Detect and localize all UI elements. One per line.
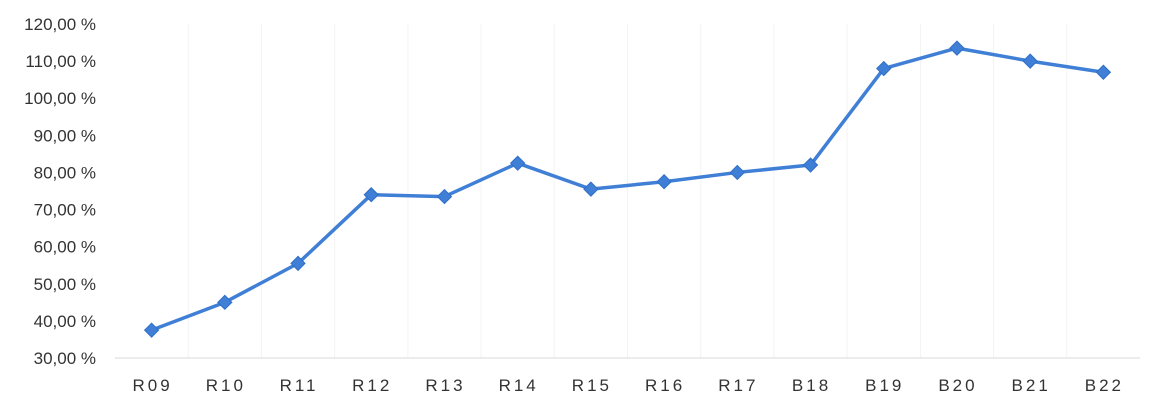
x-tick-label: R09 [133, 376, 173, 394]
data-point [656, 174, 672, 190]
y-tick-label: 50,00 % [34, 275, 96, 294]
data-point [876, 60, 892, 77]
y-axis-ticks: 30,00 % 40,00 % 50,00 % 60,00 % 70,00 % 80,00… [24, 15, 96, 368]
x-tick-label: R12 [352, 376, 392, 394]
series-line [149, 46, 1106, 332]
x-tick-label: B19 [865, 376, 904, 394]
x-tick-label: R10 [206, 376, 246, 394]
y-tick-label: 110,00 % [25, 52, 96, 71]
y-tick-label: 40,00 % [34, 312, 96, 331]
x-tick-label: R16 [645, 376, 685, 394]
y-tick-label: 90,00 % [34, 126, 96, 145]
x-tick-label: B21 [1012, 376, 1051, 394]
x-tick-label: B20 [938, 376, 977, 394]
data-point [363, 187, 379, 203]
data-point [583, 181, 599, 197]
data-point [1022, 53, 1038, 69]
data-point [949, 40, 965, 56]
x-tick-label: R15 [572, 376, 612, 394]
data-point [290, 255, 306, 272]
data-point [217, 294, 233, 311]
x-tick-label: R13 [425, 376, 465, 394]
x-tick-label: B22 [1085, 376, 1124, 394]
y-tick-label: 80,00 % [34, 163, 96, 182]
data-point [1095, 64, 1112, 80]
y-tick-label: 60,00 % [34, 238, 96, 257]
x-tick-label: B18 [792, 376, 831, 394]
data-point [802, 157, 819, 173]
x-tick-label: R11 [280, 376, 319, 394]
data-point [729, 164, 746, 181]
grid [187, 24, 1068, 358]
data-point [143, 322, 160, 338]
y-tick-label: 120,00 % [24, 15, 96, 34]
y-tick-label: 100,00 % [24, 89, 96, 108]
x-tick-label: R17 [718, 376, 758, 394]
data-point [509, 155, 526, 171]
series [143, 40, 1112, 338]
y-tick-label: 70,00 % [34, 201, 96, 220]
x-tick-label: R14 [499, 376, 539, 394]
data-point [436, 188, 453, 205]
y-tick-label: 30,00 % [34, 349, 96, 368]
x-axis-ticks: R09 R10 R11 R12 R13 R14 R15 R16 R17 B18 B19 B20 B21 B… [133, 376, 1124, 394]
